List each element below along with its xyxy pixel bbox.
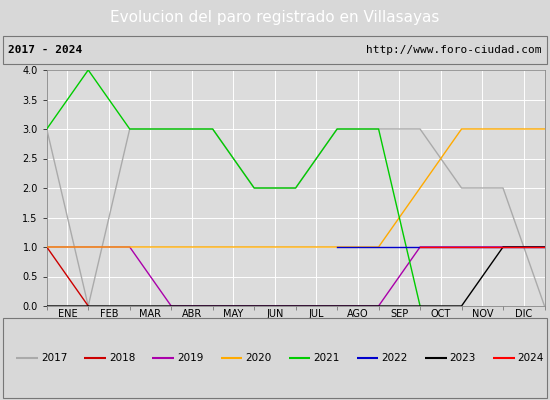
Text: 2023: 2023 — [449, 353, 476, 363]
Text: 2021: 2021 — [313, 353, 339, 363]
Text: 2017 - 2024: 2017 - 2024 — [8, 45, 82, 55]
Text: Evolucion del paro registrado en Villasayas: Evolucion del paro registrado en Villasa… — [111, 10, 439, 25]
Text: 2024: 2024 — [518, 353, 544, 363]
Text: 2022: 2022 — [381, 353, 408, 363]
Text: 2018: 2018 — [109, 353, 135, 363]
Text: http://www.foro-ciudad.com: http://www.foro-ciudad.com — [366, 45, 542, 55]
Text: 2020: 2020 — [245, 353, 271, 363]
Text: 2019: 2019 — [177, 353, 204, 363]
Text: 2017: 2017 — [41, 353, 67, 363]
